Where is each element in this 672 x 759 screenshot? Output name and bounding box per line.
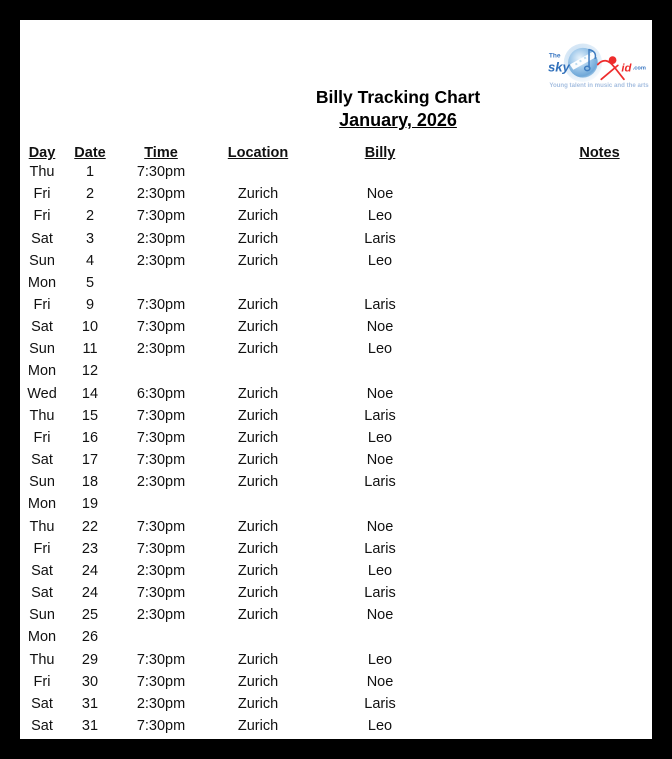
svg-text:sky: sky <box>548 59 571 74</box>
svg-text:id: id <box>621 62 632 74</box>
svg-text:.com: .com <box>633 66 646 72</box>
svg-text:The: The <box>549 53 561 60</box>
